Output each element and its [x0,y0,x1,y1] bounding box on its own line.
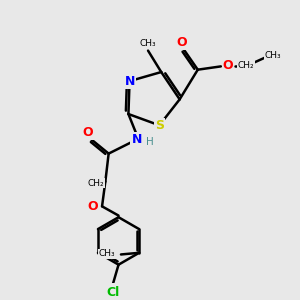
Text: CH₂: CH₂ [88,179,104,188]
Text: O: O [82,126,93,139]
Text: N: N [131,133,142,146]
Text: O: O [223,59,233,72]
Text: CH₃: CH₃ [99,249,116,258]
Text: CH₃: CH₃ [265,51,282,60]
Text: H: H [146,137,154,147]
Text: O: O [88,200,98,214]
Text: CH₂: CH₂ [237,61,254,70]
Text: Cl: Cl [106,286,119,299]
Text: CH₃: CH₃ [139,39,156,48]
Text: O: O [176,36,187,49]
Text: S: S [155,119,164,132]
Text: N: N [124,75,135,88]
